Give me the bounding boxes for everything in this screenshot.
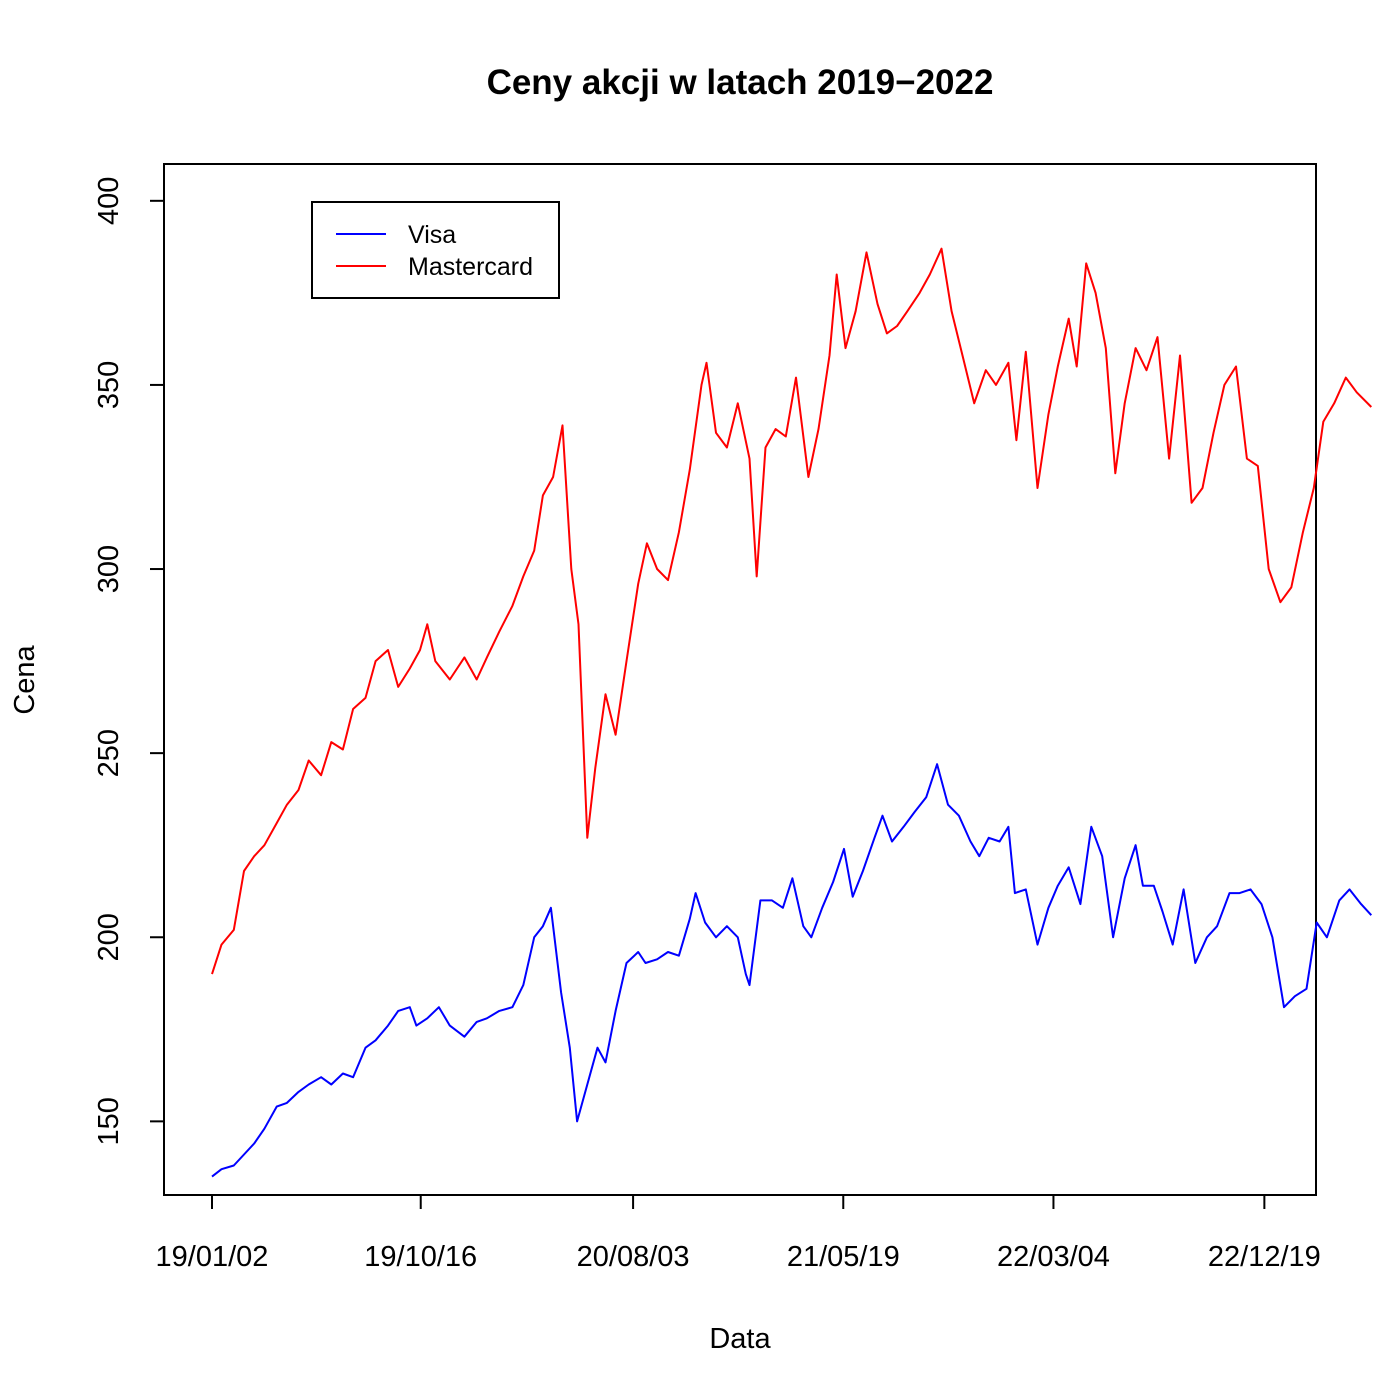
y-tick-label: 200 [93,913,125,961]
x-tick-label: 20/08/03 [577,1241,690,1273]
x-tick-label: 22/12/19 [1208,1241,1321,1273]
y-tick-label: 250 [93,729,125,777]
x-axis: 19/01/02 19/10/16 20/08/03 21/05/19 22/03/04… [156,1194,1321,1273]
y-tick-label: 400 [93,177,125,225]
x-tick-label: 21/05/19 [787,1241,900,1273]
legend-label-mastercard: Mastercard [408,253,533,281]
legend-box [311,201,560,299]
series-line-mastercard [211,247,1373,975]
series-lines [211,247,1373,1178]
y-axis-title: Cena [9,644,41,714]
y-tick-label: 350 [93,361,125,409]
y-axis: 150 200 250 300 350 400 [93,177,164,1146]
x-tick-label: 22/03/04 [997,1241,1110,1273]
y-tick-label: 150 [93,1097,125,1145]
y-tick-label: 300 [93,545,125,593]
x-tick-label: 19/10/16 [364,1241,477,1273]
chart-title: Ceny akcji w latach 2019−2022 [487,63,994,102]
legend-label-visa: Visa [408,221,456,249]
x-tick-label: 19/01/02 [156,1241,269,1273]
x-axis-title: Data [709,1323,771,1355]
series-line-visa [211,763,1373,1178]
legend: Visa Mastercard [311,201,560,299]
